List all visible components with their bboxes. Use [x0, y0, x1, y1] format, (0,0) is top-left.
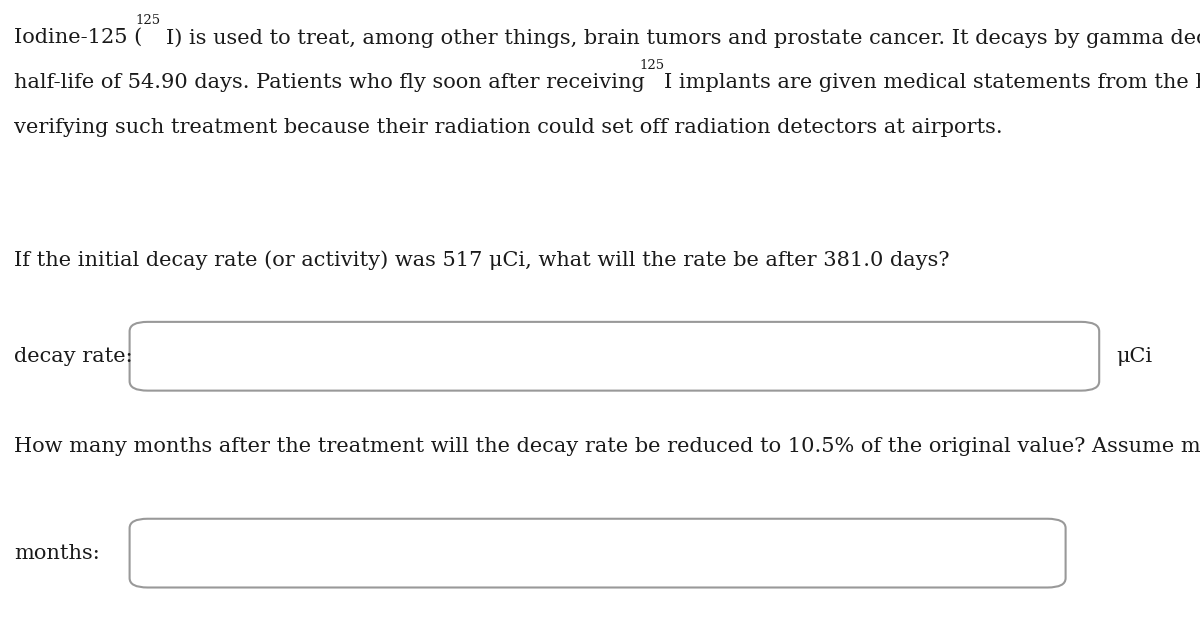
Text: μCi: μCi	[1116, 347, 1152, 366]
Text: If the initial decay rate (or activity) was 517 μCi, what will the rate be after: If the initial decay rate (or activity) …	[14, 250, 950, 269]
Text: months:: months:	[14, 544, 100, 562]
Text: decay rate:: decay rate:	[14, 347, 133, 366]
Text: Iodine-125 (: Iodine-125 (	[14, 28, 143, 47]
Text: I) is used to treat, among other things, brain tumors and prostate cancer. It de: I) is used to treat, among other things,…	[166, 28, 1200, 48]
Text: 125: 125	[136, 14, 161, 28]
Text: half-life of 54.90 days. Patients who fly soon after receiving: half-life of 54.90 days. Patients who fl…	[14, 73, 652, 92]
Text: 125: 125	[640, 59, 665, 72]
Text: verifying such treatment because their radiation could set off radiation detecto: verifying such treatment because their r…	[14, 118, 1003, 137]
Text: How many months after the treatment will the decay rate be reduced to 10.5% of t: How many months after the treatment will…	[14, 438, 1200, 456]
Text: I implants are given medical statements from the hospital: I implants are given medical statements …	[664, 73, 1200, 92]
